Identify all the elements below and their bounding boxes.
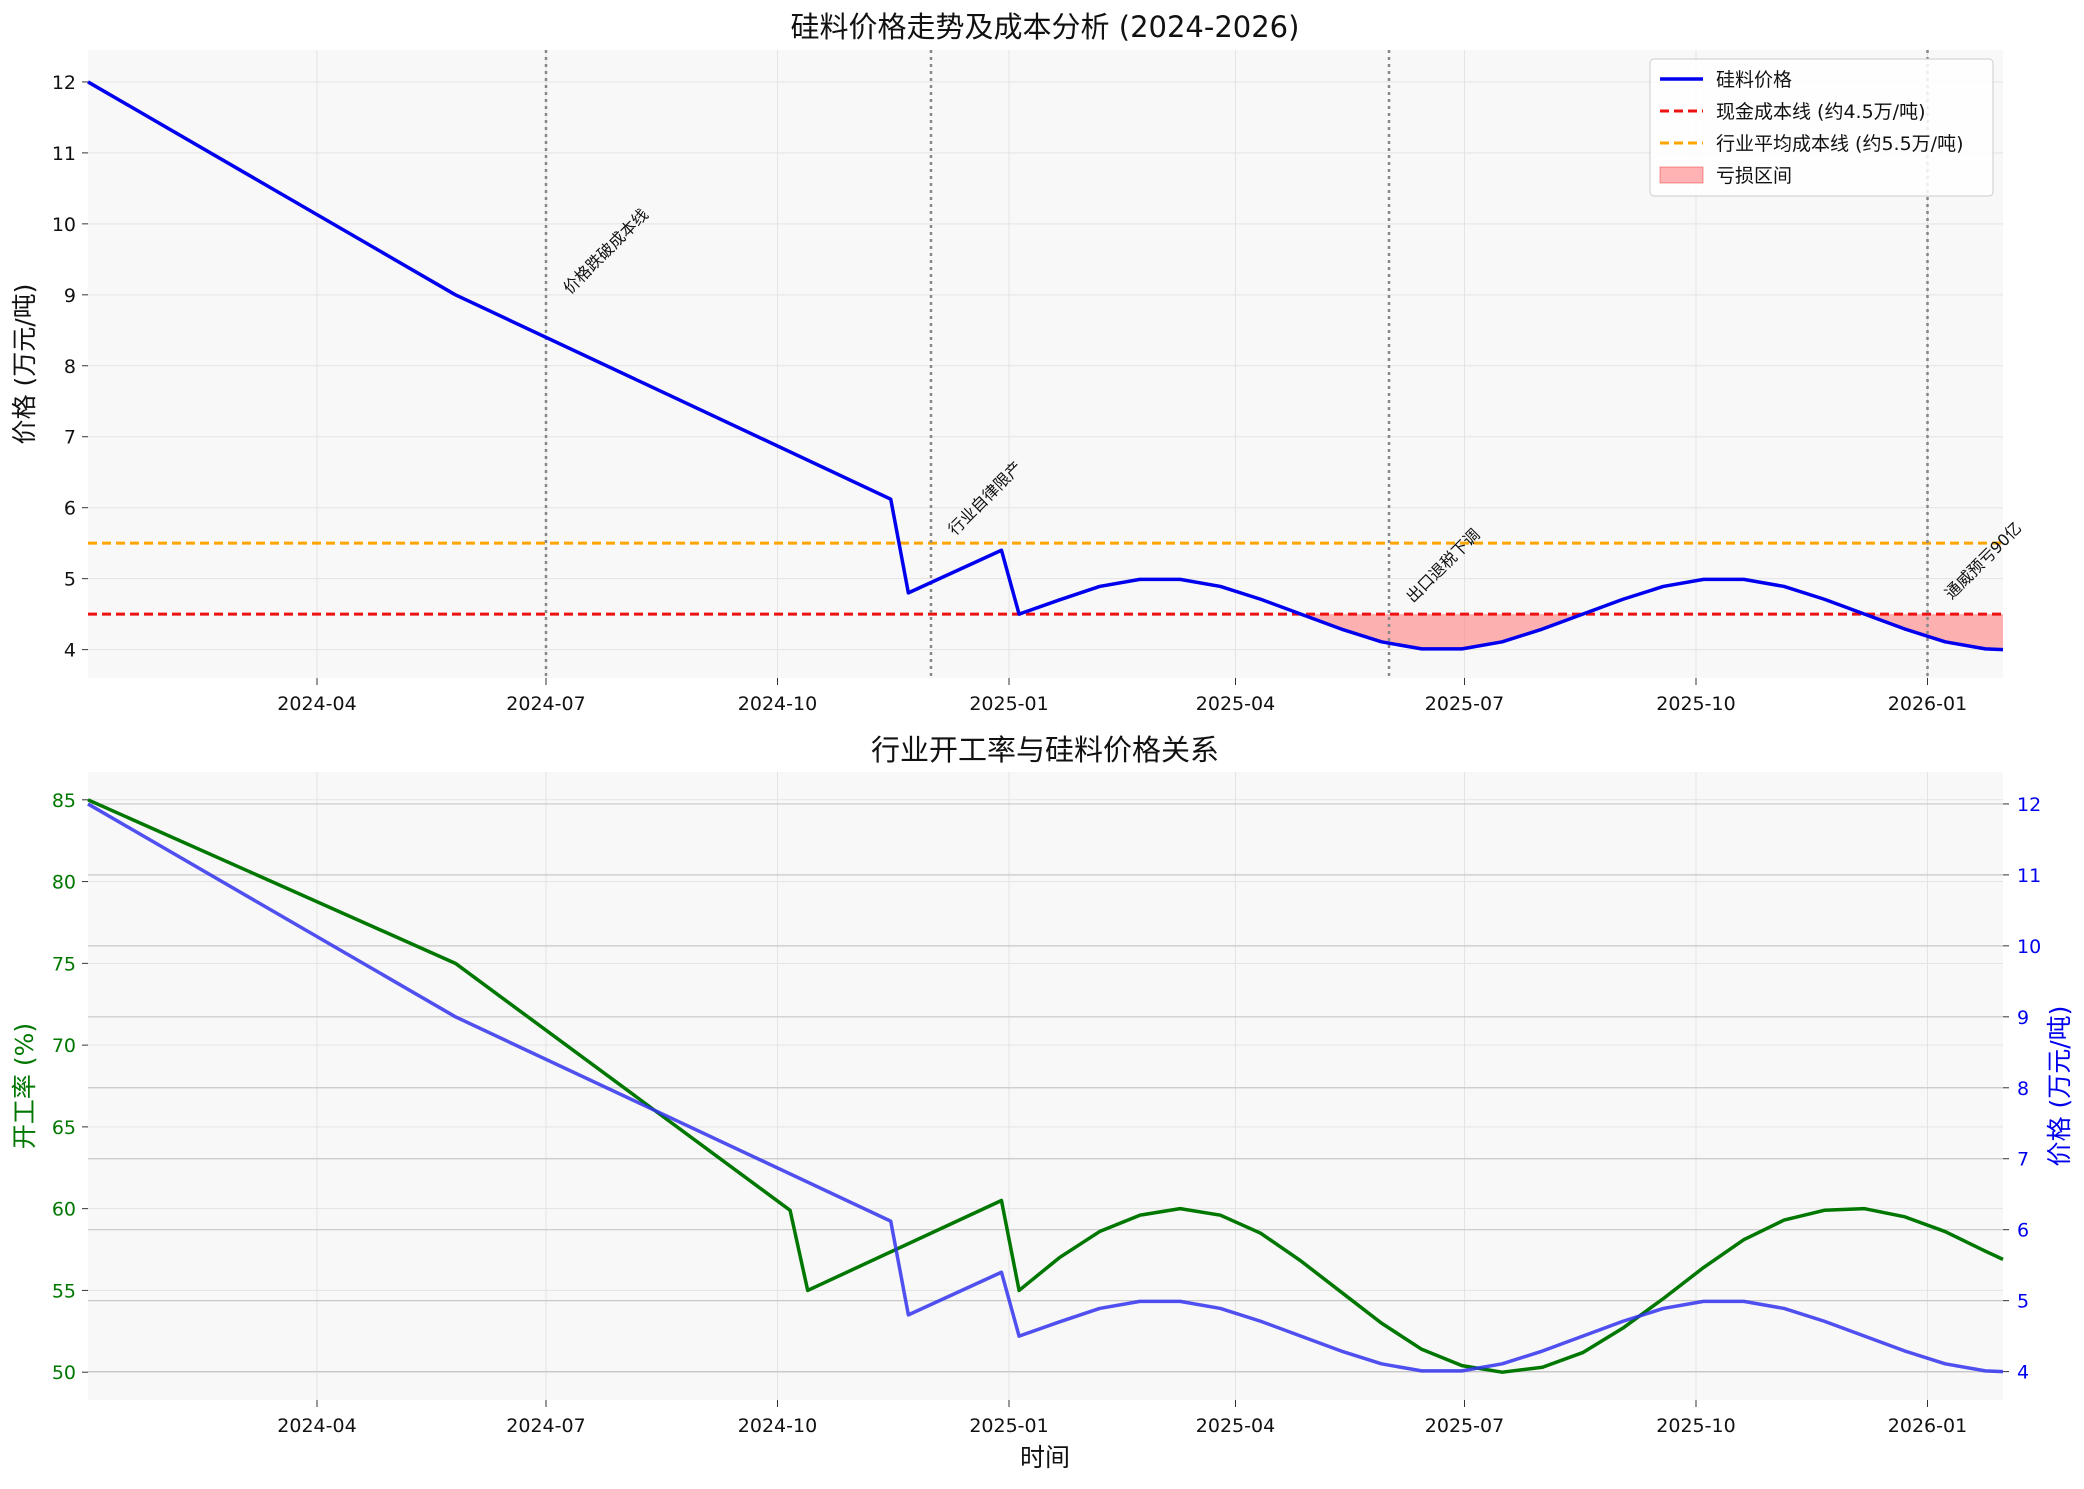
y-tick-label: 10: [52, 214, 76, 236]
x-tick-label: 2025-10: [1656, 1415, 1735, 1437]
x-tick-label: 2025-04: [1196, 1415, 1275, 1437]
chart2-series: [87, 798, 2004, 1374]
legend-frame: [1649, 58, 1994, 197]
y-tick-label-right: 10: [2017, 936, 2041, 958]
chart2-x-axis-label: 时间: [1020, 1443, 1070, 1472]
legend-label-price: 硅料价格: [1716, 69, 1792, 91]
chart2: 2024-04 2024-07 2024-10 2025-01 2025-04 2025-…: [10, 733, 2074, 1472]
legend-swatch-loss: [1659, 166, 1704, 184]
y-tick-label-left: 75: [52, 953, 76, 975]
y-tick-label-left: 55: [52, 1280, 76, 1302]
legend-label-avg-cost: 行业平均成本线 (约5.5万/吨): [1716, 133, 1963, 155]
loss-area: [1300, 614, 1583, 649]
y-tick-label-left: 70: [52, 1035, 76, 1057]
chart1-loss-fill: [1300, 614, 2003, 650]
loss-area: [1864, 614, 2003, 650]
x-tick-label: 2024-10: [738, 693, 817, 715]
y-tick-label: 5: [64, 569, 76, 591]
x-tick-label: 2025-07: [1425, 1415, 1504, 1437]
chart1-grid: [88, 50, 2003, 678]
y-tick-label: 9: [64, 285, 76, 307]
utilization-line: [87, 798, 2004, 1374]
chart1-title: 硅料价格走势及成本分析 (2024-2026): [791, 10, 1300, 44]
legend-label-cash-cost: 现金成本线 (约4.5万/吨): [1716, 101, 1925, 123]
price-line-right-axis: [87, 802, 2004, 1374]
chart2-plot-area: [88, 772, 2003, 1400]
chart2-x-ticks: 2024-04 2024-07 2024-10 2025-01 2025-04 2025-…: [277, 1400, 1967, 1437]
y-tick-label-left: 85: [52, 790, 76, 812]
chart2-y-axis-label-right: 价格 (万元/吨): [2045, 1006, 2074, 1167]
y-tick-label-right: 5: [2017, 1291, 2029, 1313]
x-tick-label: 2025-07: [1425, 693, 1504, 715]
chart1-x-ticks: 2024-04 2024-07 2024-10 2025-01 2025-04 2025-…: [277, 678, 1967, 715]
legend-label-loss: 亏损区间: [1716, 165, 1792, 187]
chart2-grid: [88, 772, 2003, 1400]
y-tick-label-left: 60: [52, 1199, 76, 1221]
y-tick-label-left: 65: [52, 1117, 76, 1139]
x-tick-label: 2025-04: [1196, 693, 1275, 715]
chart2-y-ticks-left: 50 55 60 65 70 75 80 85: [52, 790, 88, 1384]
x-tick-label: 2025-10: [1656, 693, 1735, 715]
y-tick-label-right: 4: [2017, 1362, 2029, 1384]
x-tick-label: 2024-04: [277, 693, 356, 715]
y-tick-label: 8: [64, 356, 76, 378]
y-tick-label-right: 11: [2017, 865, 2041, 887]
chart1-series: [87, 80, 2004, 652]
x-tick-label: 2024-10: [738, 1415, 817, 1437]
y-tick-label: 12: [52, 72, 76, 94]
x-tick-label: 2026-01: [1888, 693, 1967, 715]
y-tick-label: 6: [64, 498, 76, 520]
x-tick-label: 2024-04: [277, 1415, 356, 1437]
chart1-legend: 硅料价格 现金成本线 (约4.5万/吨) 行业平均成本线 (约5.5万/吨) 亏…: [1649, 58, 1994, 197]
y-tick-label-right: 9: [2017, 1007, 2029, 1029]
chart1-reference-lines: [88, 541, 2003, 616]
y-tick-label-right: 6: [2017, 1220, 2029, 1242]
chart2-title: 行业开工率与硅料价格关系: [871, 733, 1219, 767]
price-line: [87, 80, 2004, 652]
y-tick-label-right: 7: [2017, 1149, 2029, 1171]
chart2-y-ticks-right: 4 5 6 7 8 9 10 11 12: [2003, 794, 2041, 1384]
x-tick-label: 2025-01: [969, 693, 1048, 715]
y-tick-label-left: 50: [52, 1362, 76, 1384]
x-tick-label: 2024-07: [506, 693, 585, 715]
chart1-y-ticks: 4 5 6 7 8 9 10 11 12: [52, 72, 88, 662]
y-tick-label-left: 80: [52, 872, 76, 894]
x-tick-label: 2025-01: [969, 1415, 1048, 1437]
x-tick-label: 2026-01: [1888, 1415, 1967, 1437]
chart2-y-axis-label-left: 开工率 (%): [10, 1023, 39, 1149]
y-tick-label-right: 12: [2017, 794, 2041, 816]
x-tick-label: 2024-07: [506, 1415, 585, 1437]
y-tick-label: 7: [64, 427, 76, 449]
chart1-y-axis-label: 价格 (万元/吨): [10, 284, 39, 445]
y-tick-label: 4: [64, 640, 76, 662]
y-tick-label: 11: [52, 143, 76, 165]
y-tick-label-right: 8: [2017, 1078, 2029, 1100]
